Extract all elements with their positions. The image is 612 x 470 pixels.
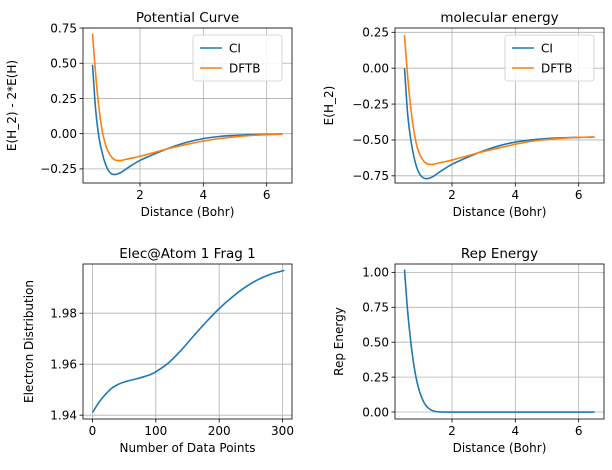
tick-labels: 2 4 6 0.00 0.25 0.50 0.75 1.00 — [362, 266, 582, 438]
x-tick-label: 0 — [89, 424, 97, 438]
y-tick-label: −0.50 — [352, 133, 389, 147]
series-line-dftb — [91, 33, 283, 162]
tick-labels: 2 4 6 −0.25 0.00 0.25 0.50 0.75 — [40, 21, 270, 202]
axes-frame — [82, 263, 293, 420]
legend-box — [192, 34, 283, 82]
y-tick-label: 1.98 — [50, 307, 77, 321]
y-tick-label: 0.50 — [362, 335, 389, 349]
x-axis-label: Number of Data Points — [120, 441, 256, 455]
y-tick-label: 0.00 — [362, 61, 389, 75]
x-tick-label: 300 — [271, 424, 294, 438]
tick-labels: 2 4 6 −0.75 −0.50 −0.25 0.00 0.25 — [352, 26, 582, 202]
legend: CI DFTB — [504, 34, 595, 82]
y-tick-label: 0.00 — [50, 127, 77, 141]
y-tick-label: −0.25 — [40, 162, 77, 176]
legend-dftb-label: DFTB — [541, 62, 573, 76]
x-tick-label: 100 — [144, 424, 167, 438]
x-tick-label: 2 — [448, 188, 456, 202]
x-tick-label: 4 — [512, 188, 520, 202]
x-tick-label: 6 — [575, 424, 583, 438]
y-tick-label: 1.94 — [50, 408, 77, 422]
chart-title: Elec@Atom 1 Frag 1 — [119, 246, 255, 262]
chart-title: Rep Energy — [461, 246, 538, 262]
series-lines — [91, 33, 283, 176]
chart-title: molecular energy — [440, 10, 558, 26]
x-tick-label: 4 — [200, 188, 208, 202]
y-tick-label: 0.75 — [50, 21, 77, 35]
axes-frame — [394, 27, 605, 184]
panel-rep-energy: 2 4 6 0.00 0.25 0.50 0.75 1.00 Rep Energy Dista… — [332, 246, 605, 455]
y-axis-label: E(H_2) - 2*E(H) — [5, 60, 19, 151]
x-tick-label: 6 — [263, 188, 271, 202]
grid-lines — [83, 264, 292, 419]
panel-molecular-energy: 2 4 6 −0.75 −0.50 −0.25 0.00 0.25 molecular ene… — [322, 10, 605, 219]
y-axis-label: Electron Distribution — [22, 280, 36, 403]
axes-frame — [82, 27, 293, 184]
y-axis-label: E(H_2) — [322, 86, 336, 126]
y-tick-label: 0.50 — [50, 57, 77, 71]
axes-frame — [394, 263, 605, 420]
y-tick-label: 0.25 — [50, 92, 77, 106]
y-tick-label: 0.00 — [362, 405, 389, 419]
series-line-ci — [91, 64, 283, 176]
legend-ci-label: CI — [229, 42, 241, 56]
series-line-dftb — [403, 35, 595, 166]
series-line-main — [403, 269, 595, 413]
panel-electron-distribution: 0 100 200 300 1.94 1.96 1.98 Elec@Atom 1 Frag … — [22, 246, 294, 455]
legend: CI DFTB — [192, 34, 283, 82]
y-tick-label: 0.75 — [362, 301, 389, 315]
x-axis-label: Distance (Bohr) — [453, 441, 547, 455]
chart-title: Potential Curve — [136, 10, 239, 26]
y-axis-label: Rep Energy — [332, 307, 346, 376]
y-tick-label: 1.00 — [362, 266, 389, 280]
y-tick-label: 0.25 — [362, 370, 389, 384]
x-tick-label: 2 — [448, 424, 456, 438]
x-axis-label: Distance (Bohr) — [141, 205, 235, 219]
legend-box — [504, 34, 595, 82]
y-tick-label: −0.25 — [352, 97, 389, 111]
series-line-ci — [403, 68, 595, 180]
x-tick-label: 4 — [512, 424, 520, 438]
y-tick-label: 1.96 — [50, 357, 77, 371]
series-line-main — [91, 269, 285, 414]
series-lines — [403, 35, 595, 180]
y-tick-label: 0.25 — [362, 26, 389, 40]
panel-potential-curve: 2 4 6 −0.25 0.00 0.25 0.50 0.75 Potential Curve… — [5, 10, 293, 219]
x-tick-label: 6 — [575, 188, 583, 202]
x-axis-label: Distance (Bohr) — [453, 205, 547, 219]
series-lines — [403, 269, 595, 413]
legend-dftb-label: DFTB — [229, 62, 261, 76]
y-tick-label: −0.75 — [352, 169, 389, 183]
tick-labels: 0 100 200 300 1.94 1.96 1.98 — [50, 307, 294, 438]
x-tick-label: 2 — [136, 188, 144, 202]
legend-ci-label: CI — [541, 42, 553, 56]
series-lines — [91, 269, 285, 414]
x-tick-label: 200 — [208, 424, 231, 438]
